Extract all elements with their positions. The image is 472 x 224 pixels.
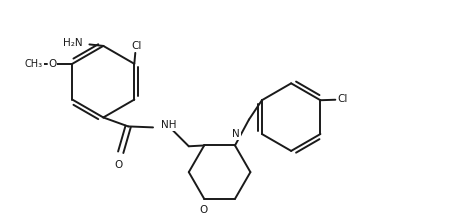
Text: Cl: Cl [338, 94, 348, 104]
Text: Cl: Cl [132, 41, 142, 51]
Text: O: O [115, 160, 123, 170]
Text: O: O [199, 205, 207, 215]
Text: H₂N: H₂N [63, 39, 83, 48]
Text: N: N [232, 129, 240, 140]
Text: CH₃: CH₃ [25, 59, 43, 69]
Text: O: O [48, 59, 57, 69]
Text: NH: NH [161, 121, 177, 130]
